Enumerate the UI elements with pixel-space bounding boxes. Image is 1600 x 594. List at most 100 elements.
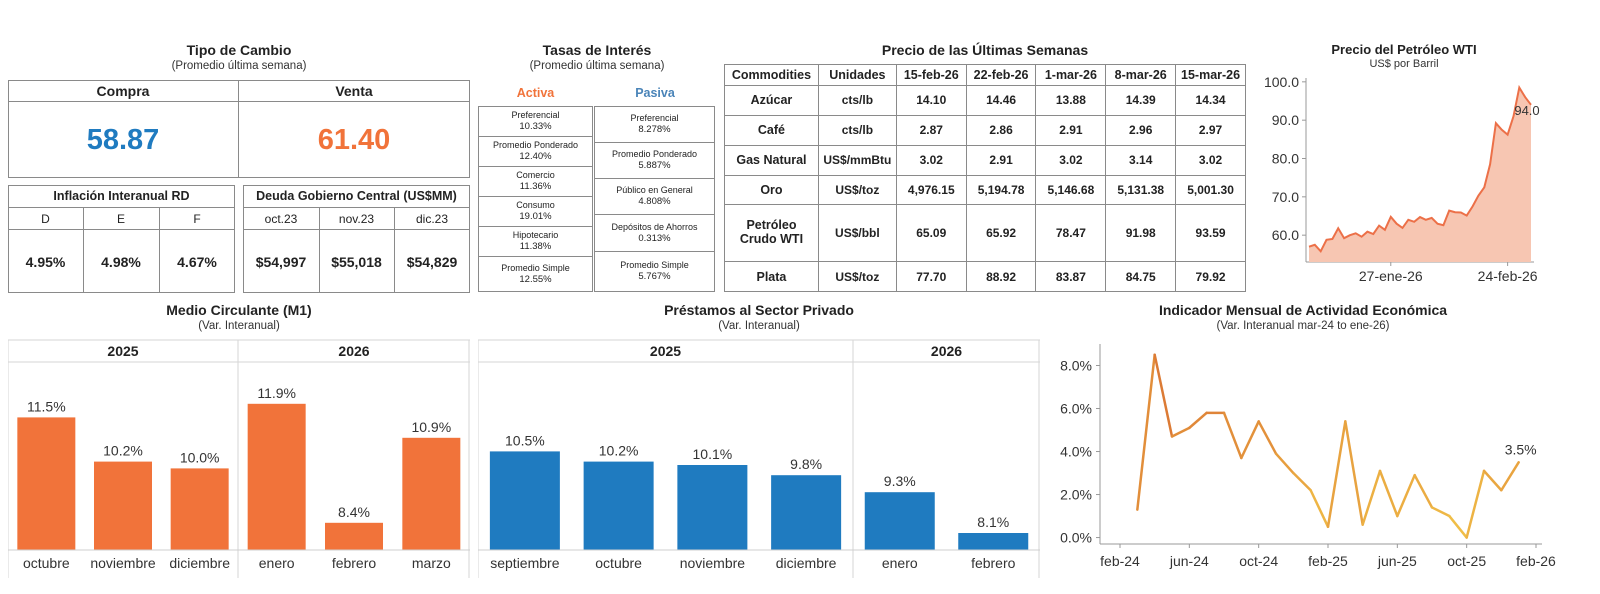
imae-x-tick-label: feb-25 xyxy=(1308,553,1348,569)
imae-x-tick-label: feb-24 xyxy=(1100,553,1140,569)
imae-last-label: 3.5% xyxy=(1505,441,1537,457)
loans-category-label: septiembre xyxy=(490,555,559,571)
imae-x-tick-label: feb-26 xyxy=(1516,553,1556,569)
commodities-header: 15-feb-26 xyxy=(895,64,967,86)
commodities-header: Commodities xyxy=(724,64,819,86)
loans-group-label: 2026 xyxy=(931,343,962,359)
imae-line-segment xyxy=(1240,420,1260,460)
fx-subtitle: (Promedio última semana) xyxy=(171,60,307,72)
m1-bar xyxy=(17,417,76,550)
rates-passive-label: Pasiva xyxy=(635,86,675,100)
m1-bar xyxy=(402,437,461,550)
m1-group-label: 2026 xyxy=(338,343,369,359)
loans-category-label: diciembre xyxy=(776,555,837,571)
fx-sell-label: Venta xyxy=(335,82,373,99)
loans-bar-label: 8.1% xyxy=(977,514,1009,530)
rates-active-label: Activa xyxy=(516,86,555,100)
m1-bar xyxy=(170,468,229,550)
loans-bar-label: 10.5% xyxy=(505,432,545,448)
rate-active-ponderado: Promedio Ponderado 12.40% xyxy=(478,136,593,167)
imae-line-segment xyxy=(1396,473,1416,518)
fx-buy-value: 58.87 xyxy=(86,123,160,156)
rate-passive-ponderado: Promedio Ponderado 5.887% xyxy=(594,142,715,179)
imae-line-segment xyxy=(1153,353,1174,438)
table-row: Gas Natural US$/mmBtu 3.02 2.91 3.02 3.14 3.02 xyxy=(724,144,1246,176)
oil-y-tick-label: 70.0 xyxy=(1272,189,1299,205)
loans-title: Préstamos al Sector Privado xyxy=(664,302,854,318)
debt-value-nov: $55,018 xyxy=(331,253,382,270)
m1-bar-label: 10.0% xyxy=(180,449,220,465)
inflation-header-e: E xyxy=(116,211,125,226)
rate-passive-simple: Promedio Simple 5.767% xyxy=(594,251,715,292)
loans-subtitle: (Var. Interanual) xyxy=(718,320,800,332)
imae-title: Indicador Mensual de Actividad Económica xyxy=(1158,302,1448,318)
commodities-table: Commodities Unidades 15-feb-26 22-feb-26… xyxy=(724,64,1246,292)
debt-header-oct: oct.23 xyxy=(264,211,298,226)
m1-chart: 2025 11.5% octubre 10.2% noviembre 10.0% dicie… xyxy=(8,339,470,578)
imae-line-segment xyxy=(1448,514,1468,539)
rate-passive-ahorros: Depósitos de Ahorros 0.313% xyxy=(594,214,715,252)
loans-bar-label: 10.1% xyxy=(693,446,733,462)
table-row: Oro US$/toz 4,976.15 5,194.78 5,146.68 5,131.… xyxy=(724,174,1246,206)
rate-passive-publico: Público en General 4.808% xyxy=(594,178,715,215)
loans-group-label: 2025 xyxy=(650,343,681,359)
debt-header-dic: dic.23 xyxy=(415,211,449,226)
m1-bar xyxy=(325,522,383,550)
rate-active-preferencial: Preferencial 10.33% xyxy=(478,106,593,137)
commodities-header: 22-feb-26 xyxy=(965,64,1037,86)
m1-category-label: enero xyxy=(259,555,295,571)
imae-y-tick-label: 0.0% xyxy=(1060,530,1092,546)
oil-last-label: 94.0 xyxy=(1514,103,1539,118)
m1-title: Medio Circulante (M1) xyxy=(166,302,312,318)
oil-y-tick-label: 90.0 xyxy=(1272,112,1299,128)
imae-subtitle: (Var. Interanual mar-24 to ene-26) xyxy=(1216,320,1390,332)
loans-chart: 2025 10.5% septiembre 10.2% octubre 10.1% novi… xyxy=(478,339,1040,578)
m1-category-label: febrero xyxy=(332,555,377,571)
inflation-value-e: 4.98% xyxy=(101,253,141,270)
imae-x-tick-label: oct-25 xyxy=(1447,553,1486,569)
imae-line-segment xyxy=(1344,420,1364,526)
inflation-value-d: 4.95% xyxy=(25,253,66,270)
debt-value-oct: $54,997 xyxy=(255,253,307,270)
debt-value-dic: $54,829 xyxy=(406,253,458,270)
oil-line xyxy=(1308,84,1532,254)
imae-line-segment xyxy=(1326,420,1347,529)
m1-bar-label: 10.2% xyxy=(103,443,143,459)
imae-y-tick-label: 4.0% xyxy=(1060,444,1092,460)
table-row: Azúcar cts/lb 14.10 14.46 13.88 14.39 14.34 xyxy=(724,85,1246,116)
commodities-header: 15-mar-26 xyxy=(1175,64,1246,86)
fx-buy-label: Compra xyxy=(96,82,150,99)
imae-line-segment xyxy=(1292,471,1312,492)
rates-subtitle: (Promedio última semana) xyxy=(529,60,665,72)
rate-active-consumo: Consumo 19.01% xyxy=(478,196,593,227)
imae-line-segment xyxy=(1465,469,1486,539)
rate-passive-preferencial: Preferencial 8.278% xyxy=(594,106,715,143)
rate-active-comercio: Comercio 11.36% xyxy=(478,166,593,197)
imae-line-segment xyxy=(1257,420,1278,455)
commodities-header: Unidades xyxy=(817,64,897,86)
fx-panel xyxy=(8,80,470,178)
oil-chart: 60.0 70.0 80.0 90.0 100.0 27-ene-26 24-feb-26 9… xyxy=(1264,74,1540,284)
m1-group-label: 2025 xyxy=(107,343,138,359)
loans-category-label: noviembre xyxy=(680,555,746,571)
fx-title: Tipo de Cambio xyxy=(186,42,292,58)
oil-y-tick-label: 60.0 xyxy=(1272,227,1299,243)
table-row: Petróleo Crudo WTI US$/bbl 65.09 65.92 78.47… xyxy=(724,204,1246,263)
loans-bar-label: 9.8% xyxy=(790,456,822,472)
oil-subtitle: US$ por Barril xyxy=(1369,58,1439,70)
imae-line-segment xyxy=(1361,469,1382,526)
oil-title: Precio del Petróleo WTI xyxy=(1331,42,1477,57)
imae-chart: 0.0% 2.0% 4.0% 6.0% 8.0% feb-24 jun-24 oct-24 fe… xyxy=(1060,344,1556,569)
oil-x-tick-label: 24-feb-26 xyxy=(1478,268,1538,284)
imae-line-segment xyxy=(1378,469,1399,518)
loans-bar xyxy=(864,492,935,550)
m1-subtitle: (Var. Interanual) xyxy=(198,320,280,332)
imae-y-tick-label: 2.0% xyxy=(1060,487,1092,503)
m1-bar-label: 11.9% xyxy=(257,385,296,401)
imae-line-segment xyxy=(1482,469,1503,492)
rates-title: Tasas de Interés xyxy=(542,42,652,58)
inflation-header-f: F xyxy=(193,211,201,226)
loans-bar xyxy=(677,465,748,550)
rate-active-hipotecario: Hipotecario 11.38% xyxy=(478,226,593,257)
imae-line-segment xyxy=(1274,452,1295,475)
